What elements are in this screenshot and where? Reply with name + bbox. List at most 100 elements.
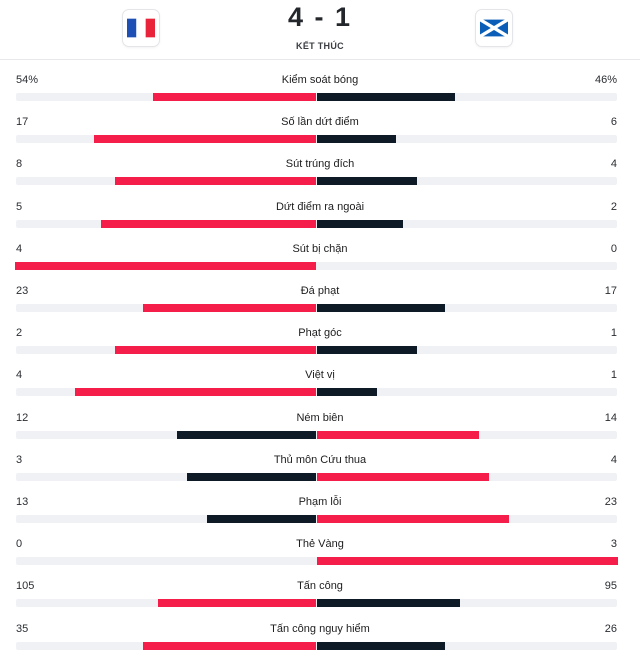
stat-home-value: 13 — [16, 496, 29, 508]
stat-away-bar — [317, 177, 417, 185]
stat-away-bar — [317, 515, 509, 523]
stat-home-bar — [187, 473, 316, 481]
stat-home-value: 17 — [16, 116, 29, 128]
stat-bar-track — [16, 220, 617, 228]
home-team-flag[interactable] — [123, 10, 159, 46]
france-flag-icon — [127, 18, 155, 38]
stat-home-value: 2 — [16, 327, 23, 339]
match-score: 4 - 1 — [287, 2, 353, 32]
stat-label: Ném biên — [296, 412, 344, 424]
stat-away-value: 1 — [610, 369, 617, 381]
stat-home-value: 8 — [16, 158, 23, 170]
stat-home-value: 4 — [16, 243, 23, 255]
stat-bar-track — [16, 304, 617, 312]
stat-home-value: 23 — [16, 285, 29, 297]
stat-label: Việt vị — [305, 369, 335, 381]
match-status: KẾT THÚC — [296, 41, 344, 51]
stat-row: 4 Việt vị 1 — [0, 367, 640, 399]
stat-home-value: 54% — [16, 74, 39, 86]
stat-away-bar — [317, 431, 479, 439]
stat-away-value: 0 — [610, 243, 617, 255]
stat-home-bar — [207, 515, 316, 523]
stat-away-value: 1 — [610, 327, 617, 339]
stat-home-bar — [75, 388, 316, 396]
stat-bar-track — [16, 346, 617, 354]
stat-away-value: 4 — [610, 454, 617, 466]
stat-label: Thủ môn Cứu thua — [273, 454, 367, 466]
stat-away-bar — [317, 93, 455, 101]
stat-row: 2 Phạt góc 1 — [0, 325, 640, 357]
stat-label: Tấn công nguy hiểm — [270, 623, 370, 635]
stat-label: Dứt điểm ra ngoài — [275, 201, 365, 213]
stat-home-value: 105 — [16, 580, 35, 592]
stat-away-value: 4 — [610, 158, 617, 170]
stat-home-bar — [143, 304, 316, 312]
stat-away-bar — [317, 473, 489, 481]
stat-row: 8 Sút trúng đích 4 — [0, 156, 640, 188]
away-team-flag[interactable] — [476, 10, 512, 46]
stat-home-bar — [115, 177, 316, 185]
stat-label: Phạm lỗi — [298, 496, 342, 508]
stat-label: Phạt góc — [298, 327, 342, 339]
stat-label: Thẻ Vàng — [296, 538, 344, 550]
stat-away-value: 14 — [604, 412, 617, 424]
stat-label: Tấn công — [297, 580, 343, 592]
stat-home-bar — [15, 262, 316, 270]
stat-away-bar — [317, 388, 377, 396]
stat-row: 35 Tấn công nguy hiểm 26 — [0, 621, 640, 653]
stat-home-bar — [115, 346, 316, 354]
stat-row: 3 Thủ môn Cứu thua 4 — [0, 452, 640, 484]
stat-row: 4 Sút bị chặn 0 — [0, 241, 640, 273]
stat-home-bar — [153, 93, 316, 101]
stat-home-value: 0 — [16, 538, 23, 550]
stat-bar-track — [16, 135, 617, 143]
stat-bar-track — [16, 642, 617, 650]
stat-label: Đá phạt — [300, 285, 340, 297]
stat-away-value: 6 — [610, 116, 617, 128]
stat-row: 23 Đá phạt 17 — [0, 283, 640, 315]
stat-bar-track — [16, 599, 617, 607]
stat-row: 17 Số lần dứt điểm 6 — [0, 114, 640, 146]
stat-home-bar — [143, 642, 316, 650]
stat-bar-track — [16, 431, 617, 439]
stat-away-value: 95 — [604, 580, 617, 592]
stat-bar-track — [16, 177, 617, 185]
stat-away-value: 17 — [604, 285, 617, 297]
stat-home-bar — [177, 431, 316, 439]
stat-label: Sút trúng đích — [285, 158, 355, 170]
stat-home-value: 12 — [16, 412, 29, 424]
stat-away-value: 23 — [604, 496, 617, 508]
match-header: 4 - 1 KẾT THÚC — [0, 0, 640, 60]
stat-bar-track — [16, 557, 618, 565]
stat-row: 105 Tấn công 95 — [0, 578, 640, 610]
stat-away-bar — [317, 557, 618, 565]
stat-bar-track — [16, 93, 617, 101]
stat-row: 0 Thẻ Vàng 3 — [0, 536, 640, 568]
stat-home-value: 5 — [16, 201, 23, 213]
stat-row: 12 Ném biên 14 — [0, 410, 640, 442]
stat-home-value: 35 — [16, 623, 29, 635]
stat-label: Kiểm soát bóng — [281, 74, 359, 86]
stat-home-value: 4 — [16, 369, 23, 381]
stat-away-value: 2 — [610, 201, 617, 213]
stat-away-bar — [317, 599, 460, 607]
stat-away-bar — [317, 304, 445, 312]
stat-label: Sút bị chặn — [292, 243, 348, 255]
stat-row: 54% Kiểm soát bóng 46% — [0, 72, 640, 104]
stat-away-bar — [317, 220, 403, 228]
stat-home-value: 3 — [16, 454, 23, 466]
stat-label: Số lần dứt điểm — [281, 116, 359, 128]
stat-away-value: 3 — [610, 538, 617, 550]
stat-away-bar — [317, 346, 417, 354]
scotland-flag-icon — [480, 18, 508, 38]
stat-away-bar — [317, 135, 396, 143]
stat-bar-track — [16, 388, 617, 396]
stat-row: 13 Phạm lỗi 23 — [0, 494, 640, 526]
stat-away-value: 26 — [604, 623, 617, 635]
stat-home-bar — [158, 599, 316, 607]
stat-away-value: 46% — [594, 74, 617, 86]
stat-away-bar — [317, 642, 445, 650]
stat-home-bar — [94, 135, 316, 143]
stat-row: 5 Dứt điểm ra ngoài 2 — [0, 199, 640, 231]
stat-bar-track — [15, 262, 617, 270]
